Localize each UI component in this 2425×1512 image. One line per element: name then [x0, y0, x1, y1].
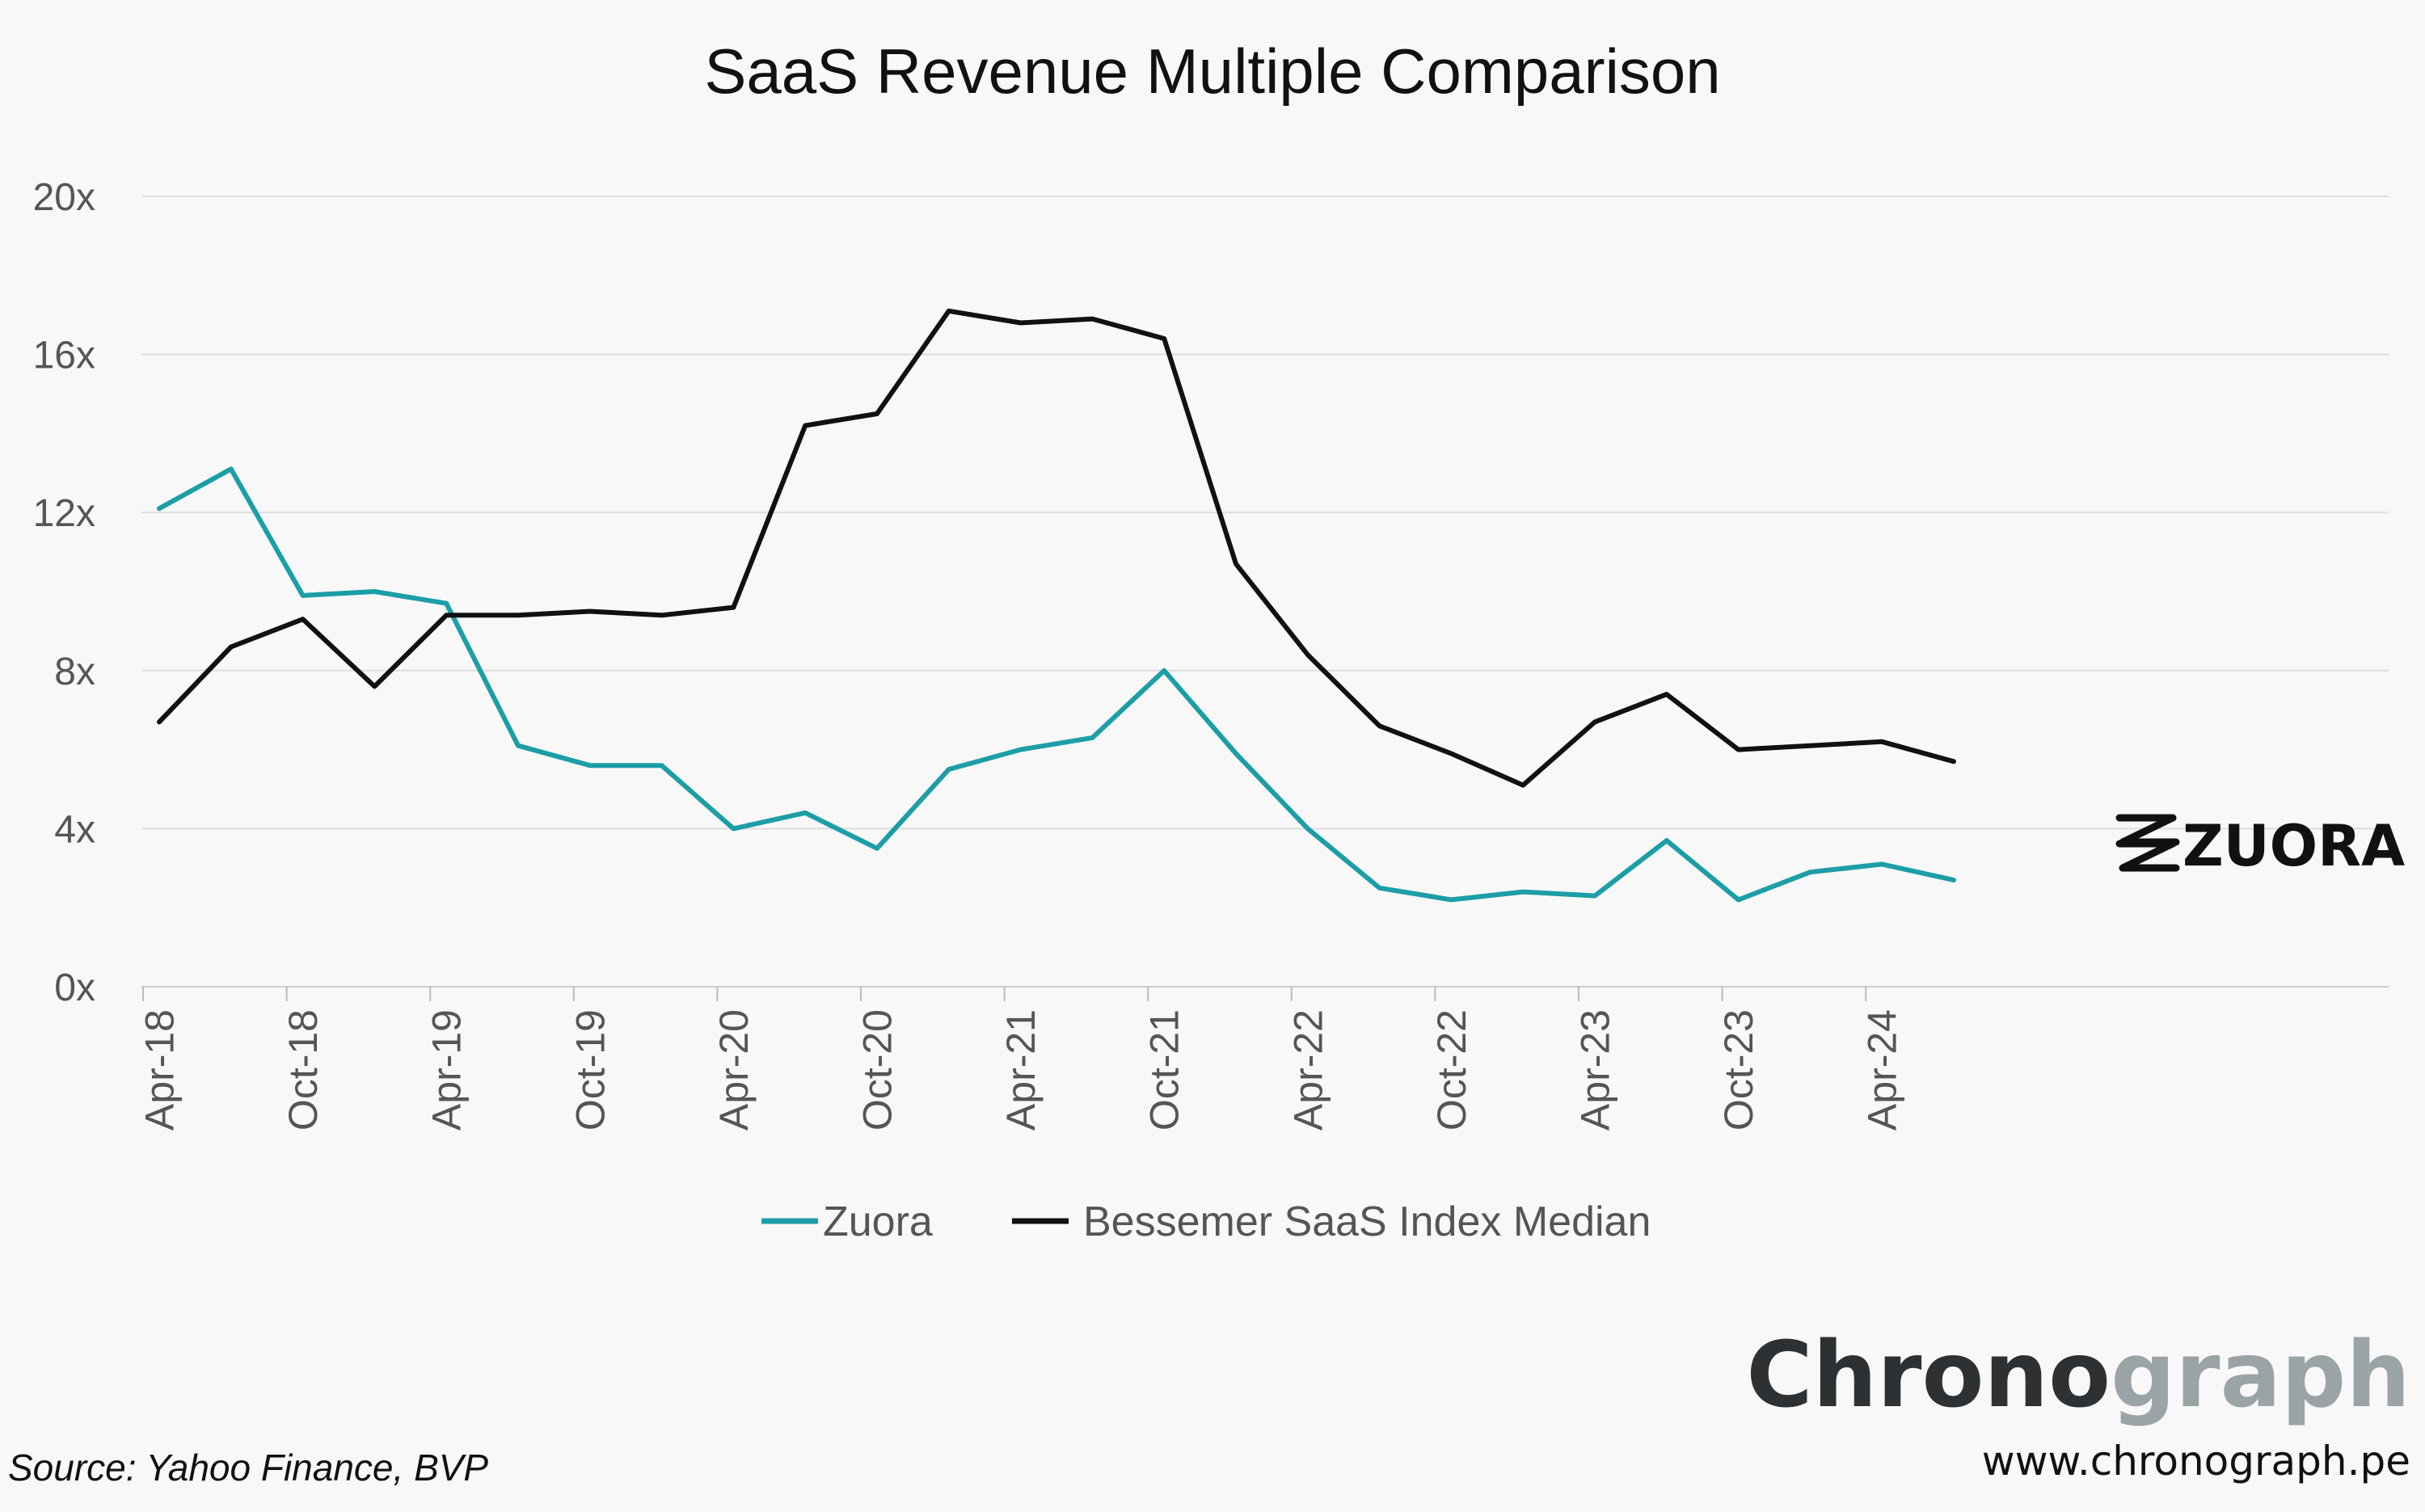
- chart-title: SaaS Revenue Multiple Comparison: [704, 36, 1720, 107]
- brand-url: www.chronograph.pe: [1982, 1438, 2410, 1485]
- x-tick-label: Apr-23: [1573, 1009, 1618, 1131]
- x-tick-label: Apr-20: [711, 1009, 757, 1131]
- series-line-bessemer: [157, 308, 1956, 788]
- chronograph-brand: Chronograph www.chronograph.pe: [1746, 1323, 2410, 1485]
- source-note: Source: Yahoo Finance, BVP: [8, 1447, 488, 1489]
- x-tick-label: Apr-24: [1860, 1009, 1905, 1131]
- y-tick-label: 16x: [33, 335, 95, 377]
- zuora-logo-text: ZUORA: [2182, 813, 2405, 879]
- y-tick-label: 12x: [33, 492, 95, 535]
- x-tick-label: Oct-22: [1429, 1009, 1474, 1131]
- brand-logo-text: Chronograph: [1746, 1323, 2410, 1428]
- x-tick-label: Oct-19: [567, 1009, 613, 1131]
- zuora-z-logo-icon: [2115, 814, 2180, 872]
- x-tick-label: Oct-20: [855, 1009, 900, 1131]
- series-line-zuora: [157, 466, 1956, 903]
- x-axis: Apr-18 Oct-18 Apr-19 Oct-19 Apr-20 Oct-20 Apr-…: [137, 986, 2389, 1131]
- brand-name-part2: graph: [2111, 1323, 2410, 1428]
- y-tick-label: 8x: [54, 651, 95, 693]
- x-tick-label: Apr-18: [137, 1009, 183, 1131]
- legend-label-zuora: Zuora: [823, 1198, 933, 1245]
- x-tick-label: Apr-21: [998, 1009, 1044, 1131]
- zuora-logo: ZUORA: [2115, 813, 2405, 879]
- x-tick-label: Oct-23: [1716, 1009, 1761, 1131]
- y-axis-ticks: 0x 4x 8x 12x 16x 20x: [33, 176, 95, 1009]
- y-tick-label: 20x: [33, 176, 95, 219]
- x-tick-label: Apr-19: [424, 1009, 470, 1131]
- y-tick-label: 4x: [54, 808, 95, 851]
- legend: Zuora Bessemer SaaS Index Median: [761, 1198, 1651, 1245]
- legend-label-bessemer: Bessemer SaaS Index Median: [1083, 1198, 1651, 1245]
- series-lines: [157, 308, 1956, 903]
- y-tick-label: 0x: [54, 967, 95, 1009]
- brand-name-part1: Chrono: [1746, 1323, 2111, 1428]
- x-tick-label: Apr-22: [1285, 1009, 1331, 1131]
- x-tick-label: Oct-21: [1142, 1009, 1187, 1131]
- x-tick-label: Oct-18: [280, 1009, 326, 1131]
